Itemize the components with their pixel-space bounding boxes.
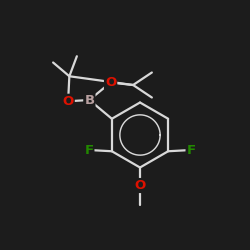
Text: B: B <box>84 94 94 106</box>
Text: O: O <box>105 76 116 89</box>
Text: F: F <box>186 144 196 156</box>
Text: O: O <box>62 95 74 108</box>
Text: O: O <box>134 179 145 192</box>
Text: F: F <box>84 144 94 156</box>
